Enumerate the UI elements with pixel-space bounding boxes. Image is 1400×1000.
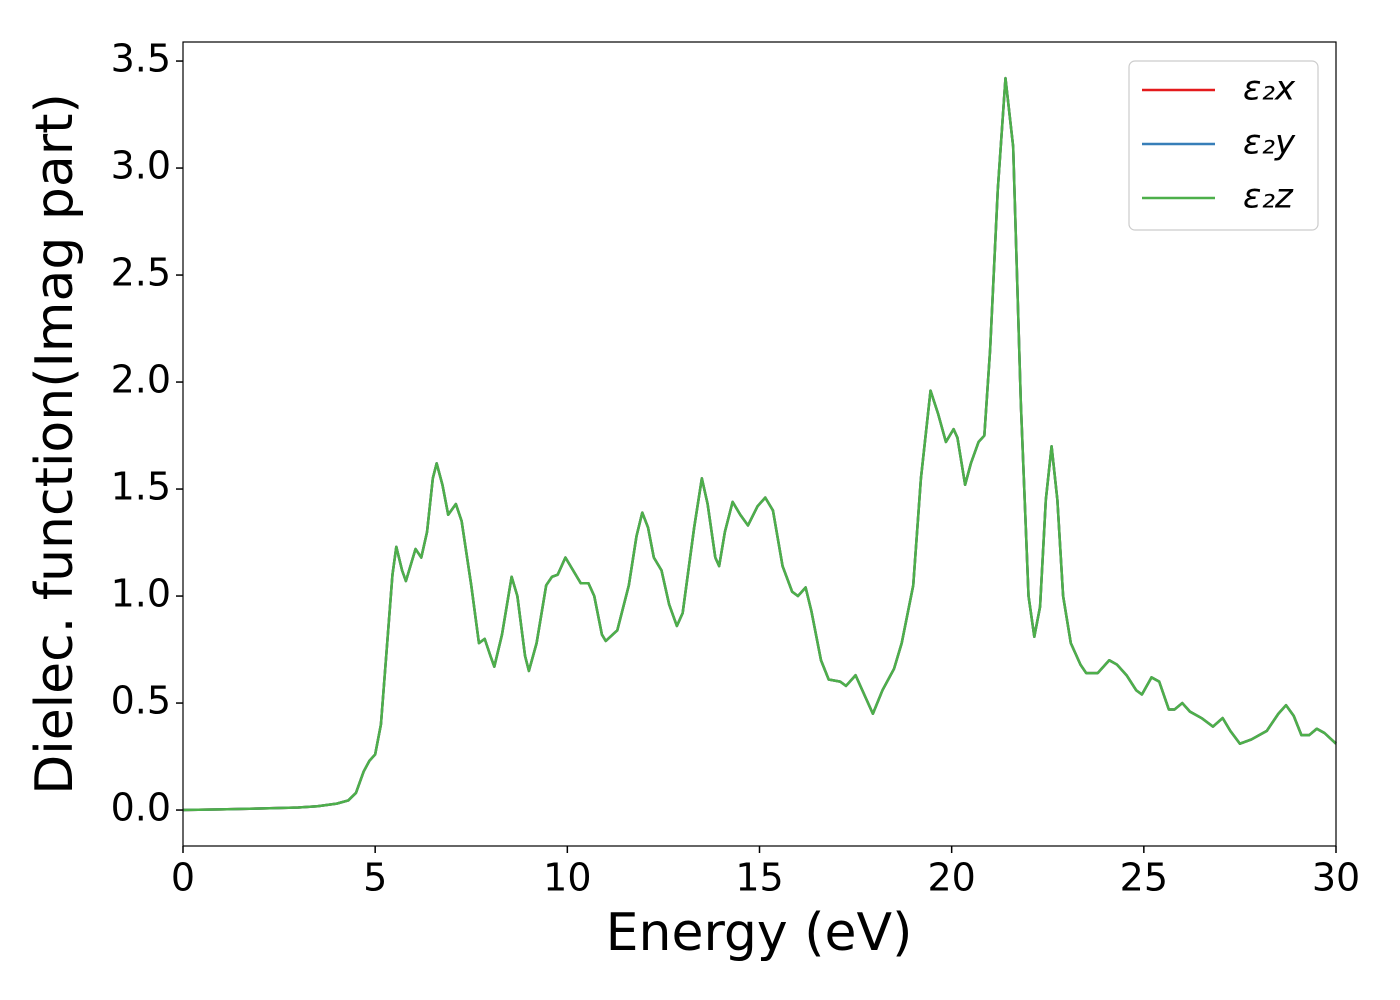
x-tick-label: 20 <box>927 856 975 900</box>
x-tick-label: 25 <box>1120 856 1168 900</box>
y-tick-label: 0.0 <box>111 786 171 830</box>
x-tick-label: 15 <box>735 856 783 900</box>
y-tick-label: 3.5 <box>111 37 171 81</box>
x-tick-label: 5 <box>363 856 387 900</box>
legend-label: ε₂x <box>1243 69 1296 109</box>
y-tick-label: 1.0 <box>111 572 171 616</box>
plot-frame <box>182 41 1337 847</box>
y-axis-label: Dielec. function(Imag part) <box>25 93 85 795</box>
x-tick-label: 10 <box>543 856 591 900</box>
x-tick-label: 0 <box>171 856 195 900</box>
y-tick-label: 2.0 <box>111 358 171 402</box>
y-tick-label: 1.5 <box>111 465 171 509</box>
legend-label: ε₂y <box>1243 123 1296 163</box>
x-tick-label: 30 <box>1312 856 1360 900</box>
y-tick-label: 3.0 <box>111 144 171 188</box>
y-tick-label: 0.5 <box>111 679 171 723</box>
x-axis-label: Energy (eV) <box>606 903 913 963</box>
y-tick-label: 2.5 <box>111 251 171 295</box>
legend-box <box>1128 60 1319 231</box>
data-line <box>182 76 1337 812</box>
legend-label: ε₂z <box>1243 177 1294 217</box>
